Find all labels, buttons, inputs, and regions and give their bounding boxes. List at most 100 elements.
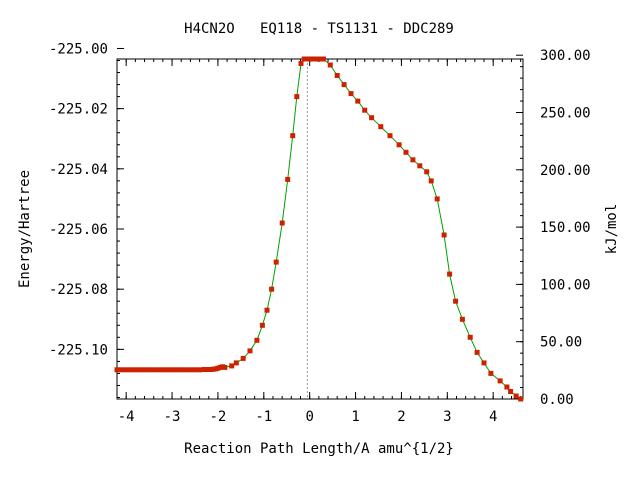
data-point bbox=[453, 298, 459, 304]
data-point bbox=[334, 73, 340, 78]
data-point bbox=[201, 367, 207, 372]
data-point bbox=[508, 389, 514, 394]
data-point bbox=[264, 307, 270, 313]
x-tick-label: 2 bbox=[397, 409, 405, 425]
chart-title: H4CN2O EQ118 - TS1131 - DDC289 bbox=[184, 21, 454, 37]
data-point bbox=[403, 149, 409, 155]
data-point bbox=[119, 367, 125, 373]
data-point bbox=[187, 367, 193, 373]
right-y-axis-ticks: 0.00 50.00 100.00 150.00 200.00 250.00 300.00 bbox=[516, 48, 591, 408]
left-y-tick-label: -225.06 bbox=[49, 222, 108, 238]
data-point bbox=[497, 378, 503, 384]
data-point bbox=[294, 94, 300, 100]
series-layer bbox=[114, 56, 524, 402]
data-point bbox=[504, 384, 510, 390]
data-point bbox=[160, 367, 166, 373]
data-point bbox=[132, 367, 138, 373]
data-point bbox=[424, 169, 430, 175]
right-y-tick-label: 150.00 bbox=[540, 220, 591, 236]
data-point bbox=[114, 367, 120, 373]
data-point bbox=[467, 334, 473, 340]
right-y-tick-label: 200.00 bbox=[540, 163, 591, 179]
data-point bbox=[247, 348, 253, 354]
data-point bbox=[174, 367, 180, 373]
x-tick-label: 0 bbox=[305, 409, 313, 425]
left-y-tick-label: -225.02 bbox=[49, 102, 108, 118]
left-y-axis-label: Energy/Hartree bbox=[17, 170, 33, 288]
x-tick-label: -1 bbox=[255, 409, 272, 425]
plot-frame bbox=[116, 58, 524, 400]
data-point bbox=[348, 91, 354, 97]
data-point bbox=[304, 56, 310, 62]
data-point bbox=[434, 196, 440, 202]
x-tick-label: -3 bbox=[164, 409, 181, 425]
x-tick-label: 3 bbox=[443, 409, 451, 425]
left-y-tick-label: -225.00 bbox=[49, 41, 108, 57]
data-point bbox=[285, 176, 291, 182]
left-y-tick-label: -225.04 bbox=[49, 162, 108, 178]
data-point bbox=[137, 367, 143, 373]
data-point bbox=[428, 178, 434, 184]
data-point bbox=[146, 367, 152, 373]
data-point bbox=[151, 367, 157, 373]
data-point bbox=[513, 393, 519, 399]
data-point bbox=[488, 370, 494, 376]
data-point bbox=[123, 367, 129, 373]
data-point bbox=[481, 360, 487, 366]
data-point bbox=[222, 364, 228, 370]
left-y-tick-label: -225.10 bbox=[49, 342, 108, 358]
data-point bbox=[474, 349, 480, 355]
data-point bbox=[320, 56, 326, 62]
right-y-tick-label: 250.00 bbox=[540, 105, 591, 121]
data-point bbox=[155, 367, 161, 373]
data-point bbox=[192, 367, 198, 373]
data-point bbox=[316, 56, 322, 62]
right-y-tick-label: 100.00 bbox=[540, 277, 591, 293]
data-point bbox=[269, 286, 275, 292]
data-point bbox=[396, 142, 402, 148]
right-y-tick-label: 0.00 bbox=[540, 392, 574, 408]
data-point bbox=[169, 367, 175, 373]
data-point bbox=[165, 367, 170, 373]
data-point bbox=[142, 367, 147, 373]
data-point bbox=[369, 115, 375, 121]
data-point bbox=[233, 360, 239, 366]
x-tick-label: -4 bbox=[118, 409, 135, 425]
data-point bbox=[273, 259, 279, 265]
data-point bbox=[229, 363, 235, 369]
data-point bbox=[441, 232, 447, 238]
data-point bbox=[410, 157, 416, 163]
x-tick-label: -2 bbox=[209, 409, 226, 425]
x-axis-ticks: -4 -3 -2 -1 0 1 2 3 4 bbox=[116, 59, 522, 425]
plot-area bbox=[116, 58, 524, 400]
data-point bbox=[459, 316, 465, 322]
x-tick-label: 1 bbox=[351, 409, 359, 425]
data-point bbox=[341, 82, 347, 88]
data-point bbox=[378, 124, 384, 130]
data-point bbox=[290, 133, 296, 139]
data-point bbox=[240, 355, 246, 361]
data-point bbox=[301, 56, 307, 62]
series-line bbox=[117, 58, 521, 400]
data-point bbox=[447, 271, 453, 277]
data-point bbox=[128, 367, 134, 373]
data-point bbox=[417, 163, 423, 169]
left-y-axis-ticks: -225.10 -225.08 -225.06 -225.04 -225.02 -225.… bbox=[49, 41, 124, 398]
data-point bbox=[518, 396, 524, 402]
right-y-tick-label: 50.00 bbox=[540, 335, 582, 351]
right-y-tick-label: 300.00 bbox=[540, 48, 591, 64]
data-point bbox=[307, 56, 313, 62]
data-point bbox=[197, 367, 203, 373]
data-point bbox=[178, 367, 184, 373]
data-point bbox=[327, 62, 333, 68]
data-point bbox=[183, 367, 189, 373]
data-point bbox=[355, 98, 361, 104]
data-point bbox=[298, 61, 304, 66]
data-point bbox=[362, 107, 368, 113]
data-point bbox=[279, 220, 285, 226]
x-tick-label: 4 bbox=[489, 409, 497, 425]
data-point bbox=[259, 322, 265, 328]
data-point bbox=[254, 337, 260, 343]
left-y-tick-label: -225.08 bbox=[49, 282, 108, 298]
